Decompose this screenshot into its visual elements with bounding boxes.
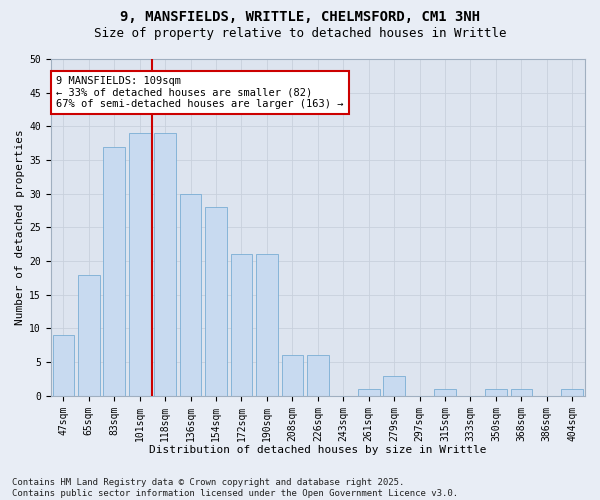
Bar [281,356,303,396]
Bar [205,207,227,396]
Bar [129,133,151,396]
Text: 9, MANSFIELDS, WRITTLE, CHELMSFORD, CM1 3NH: 9, MANSFIELDS, WRITTLE, CHELMSFORD, CM1 … [120,10,480,24]
Bar [383,376,405,396]
Bar [53,335,74,396]
Bar [230,254,252,396]
Bar [562,389,583,396]
Bar [434,389,456,396]
Y-axis label: Number of detached properties: Number of detached properties [15,130,25,326]
Text: Contains HM Land Registry data © Crown copyright and database right 2025.
Contai: Contains HM Land Registry data © Crown c… [12,478,458,498]
Bar [180,194,202,396]
Text: 9 MANSFIELDS: 109sqm
← 33% of detached houses are smaller (82)
67% of semi-detac: 9 MANSFIELDS: 109sqm ← 33% of detached h… [56,76,343,109]
Bar [154,133,176,396]
Bar [485,389,507,396]
X-axis label: Distribution of detached houses by size in Writtle: Distribution of detached houses by size … [149,445,487,455]
Bar [307,356,329,396]
Bar [358,389,380,396]
Bar [511,389,532,396]
Bar [256,254,278,396]
Bar [103,146,125,396]
Text: Size of property relative to detached houses in Writtle: Size of property relative to detached ho… [94,28,506,40]
Bar [78,274,100,396]
